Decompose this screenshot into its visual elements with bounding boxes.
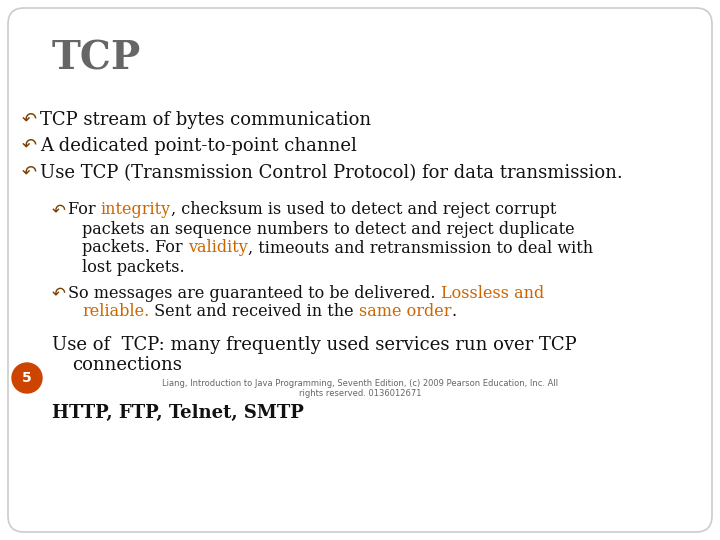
Text: So messages are guaranteed to be delivered.: So messages are guaranteed to be deliver… — [68, 285, 441, 301]
Text: validity: validity — [188, 240, 248, 256]
Text: lost packets.: lost packets. — [82, 259, 184, 275]
Text: , checksum is used to detect and reject corrupt: , checksum is used to detect and reject … — [171, 201, 557, 219]
Text: ↶: ↶ — [22, 164, 37, 182]
Text: .: . — [451, 303, 456, 321]
Text: TCP: TCP — [52, 40, 141, 78]
Text: ↶: ↶ — [22, 111, 37, 129]
Text: ↶: ↶ — [52, 201, 66, 219]
Text: Use TCP (Transmission Control Protocol) for data transmission.: Use TCP (Transmission Control Protocol) … — [40, 164, 623, 182]
FancyBboxPatch shape — [8, 8, 712, 532]
Circle shape — [12, 363, 42, 393]
Text: Sent and received in the: Sent and received in the — [149, 303, 359, 321]
Text: packets. For: packets. For — [82, 240, 188, 256]
Text: A dedicated point-to-point channel: A dedicated point-to-point channel — [40, 137, 357, 155]
Text: rights reserved. 0136012671: rights reserved. 0136012671 — [299, 388, 421, 397]
Text: Lossless and: Lossless and — [441, 285, 544, 301]
Text: Liang, Introduction to Java Programming, Seventh Edition, (c) 2009 Pearson Educa: Liang, Introduction to Java Programming,… — [162, 379, 558, 388]
Text: For: For — [68, 201, 101, 219]
Text: Use of  TCP: many frequently used services run over TCP: Use of TCP: many frequently used service… — [52, 336, 577, 354]
Text: TCP stream of bytes communication: TCP stream of bytes communication — [40, 111, 371, 129]
Text: , timeouts and retransmission to deal with: , timeouts and retransmission to deal wi… — [248, 240, 593, 256]
Text: ↶: ↶ — [22, 137, 37, 155]
Text: same order: same order — [359, 303, 451, 321]
Text: reliable.: reliable. — [82, 303, 149, 321]
Text: packets an sequence numbers to detect and reject duplicate: packets an sequence numbers to detect an… — [82, 220, 575, 238]
Text: 5: 5 — [22, 371, 32, 385]
Text: ↶: ↶ — [52, 284, 66, 302]
Text: integrity: integrity — [101, 201, 171, 219]
Text: HTTP, FTP, Telnet, SMTP: HTTP, FTP, Telnet, SMTP — [52, 404, 304, 422]
Text: connections: connections — [72, 356, 182, 374]
